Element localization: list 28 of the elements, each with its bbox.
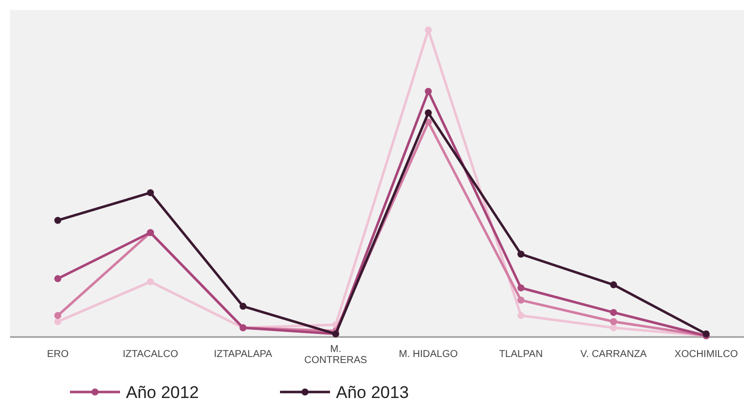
point: [54, 275, 62, 282]
point: [424, 26, 432, 34]
point: [424, 109, 432, 116]
point: [610, 318, 618, 326]
point: [424, 88, 432, 95]
legend-label: Año 2013: [336, 383, 409, 402]
point: [54, 312, 62, 320]
point: [146, 189, 154, 196]
point: [517, 296, 524, 304]
x-tick-label: XOCHIMILCO: [674, 349, 738, 360]
point: [54, 318, 62, 326]
point: [54, 216, 62, 224]
point: [517, 250, 524, 258]
x-tick-label: IZTACALCO: [122, 349, 178, 360]
point: [610, 281, 618, 288]
point: [610, 324, 618, 332]
x-tick-label: ERO: [46, 349, 69, 360]
x-tick-label: TLALPAN: [499, 349, 543, 360]
point: [517, 284, 524, 292]
point: [610, 308, 618, 316]
x-tick-label: IZTAPALAPA: [214, 349, 273, 360]
x-tick-label: M. HIDALGO: [398, 349, 458, 360]
point: [146, 278, 154, 286]
point: [517, 312, 524, 320]
legend-label: Año 2012: [126, 383, 199, 402]
x-tick-label: V. CARRANZA: [580, 349, 648, 360]
point: [240, 302, 247, 310]
x-tick-label: M. CONTRERAS: [304, 344, 368, 366]
